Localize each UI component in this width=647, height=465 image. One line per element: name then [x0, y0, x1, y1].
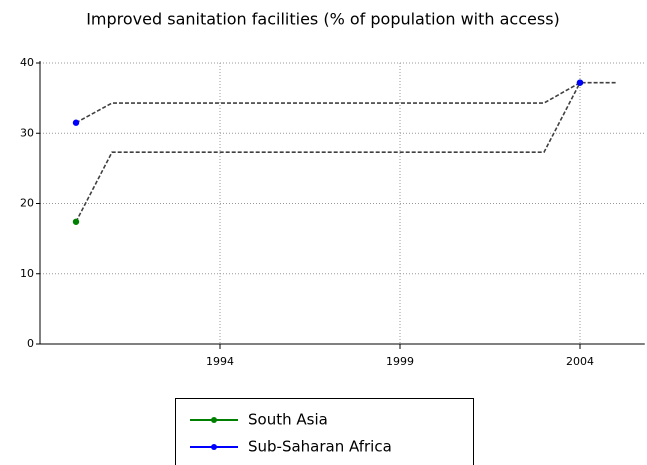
marker: [72, 218, 80, 225]
y-tick-label: 20: [20, 197, 34, 210]
y-tick-label: 10: [20, 267, 34, 280]
x-tick-label: 1994: [206, 355, 234, 368]
legend-marker: [211, 417, 217, 423]
y-tick-label: 30: [20, 126, 34, 139]
chart-title: Improved sanitation facilities (% of pop…: [86, 10, 560, 29]
legend-marker: [211, 444, 217, 450]
legend-text: Sub-Saharan Africa: [248, 438, 392, 456]
series-line: [75, 82, 581, 223]
legend-box: [175, 398, 474, 465]
x-tick-label: 1999: [386, 355, 414, 368]
legend-text: South Asia: [248, 411, 328, 429]
series-line: [75, 81, 616, 124]
y-tick-label: 0: [27, 337, 34, 350]
marker: [72, 119, 80, 126]
marker: [576, 79, 584, 86]
y-tick-label: 40: [20, 56, 34, 69]
x-tick-label: 2004: [566, 355, 594, 368]
